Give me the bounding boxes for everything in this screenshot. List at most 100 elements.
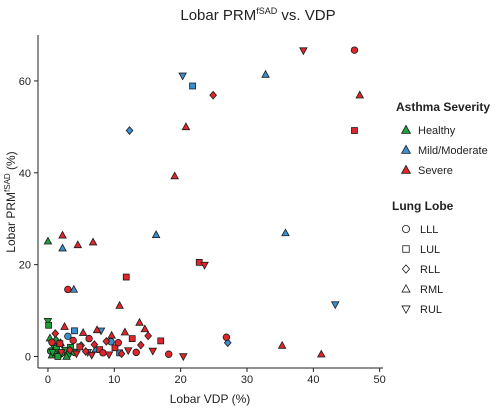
- y-ticks: 0 20 40 60: [19, 76, 38, 364]
- legend-severity-label: Healthy: [418, 125, 456, 137]
- data-point: [165, 350, 173, 358]
- data-point: [81, 347, 90, 356]
- x-tick-label: 10: [108, 374, 120, 386]
- data-point: [78, 328, 88, 336]
- data-point: [117, 349, 126, 359]
- data-point: [48, 349, 57, 358]
- x-tick-label: 20: [175, 374, 187, 386]
- legend-severity-key: [400, 164, 412, 174]
- data-point: [88, 237, 98, 246]
- data-point: [355, 90, 365, 99]
- data-point: [60, 322, 69, 330]
- data-point: [261, 69, 270, 78]
- data-point: [62, 351, 71, 360]
- legend-lobe-label: LUL: [420, 244, 440, 256]
- data-point: [128, 335, 136, 342]
- data-point: [102, 336, 111, 346]
- legend-severity-label: Mild/Moderate: [418, 145, 488, 157]
- data-point: [132, 348, 140, 357]
- plot-area: [43, 46, 365, 362]
- data-point: [351, 127, 358, 134]
- data-point: [115, 300, 124, 309]
- data-point: [73, 240, 83, 249]
- chart-title-superscript: fSAD: [256, 6, 278, 16]
- data-point: [54, 353, 62, 360]
- legend-severity-label: Severe: [418, 165, 453, 177]
- data-point: [181, 122, 191, 131]
- data-point: [90, 340, 99, 349]
- data-point: [64, 332, 72, 341]
- x-tick-label: 30: [241, 374, 253, 386]
- data-point: [56, 349, 66, 358]
- data-point: [135, 317, 144, 326]
- data-point: [122, 273, 130, 281]
- data-point: [148, 347, 158, 356]
- data-point: [58, 243, 67, 252]
- data-point: [56, 340, 64, 348]
- legend-lobe-key: [401, 264, 411, 274]
- data-point: [64, 285, 72, 294]
- x-axis-label: Lobar VDP (%): [170, 392, 250, 406]
- data-point: [144, 331, 152, 341]
- data-point: [87, 351, 97, 360]
- data-point: [170, 171, 179, 180]
- data-point: [120, 327, 130, 336]
- y-tick-label: 60: [19, 76, 31, 88]
- data-point: [72, 350, 81, 359]
- data-point: [99, 349, 107, 357]
- data-point: [125, 126, 134, 135]
- legend-lobe-key: [401, 284, 411, 293]
- legend-lobe-title: Lung Lobe: [392, 199, 454, 213]
- data-point: [104, 351, 114, 360]
- data-point: [137, 340, 145, 350]
- legend-lobe-label: LLL: [420, 224, 438, 236]
- legend-lobe-label: RUL: [420, 304, 442, 316]
- data-point: [85, 334, 93, 343]
- legend-lobe-key: [401, 305, 411, 314]
- data-point: [316, 349, 326, 358]
- data-point: [52, 335, 60, 345]
- data-point: [330, 301, 340, 310]
- axes: [37, 35, 383, 369]
- legend-lobe-key: [402, 245, 410, 253]
- data-point: [69, 336, 77, 345]
- data-point: [189, 82, 196, 90]
- legend-severity-title: Asthma Severity: [396, 100, 490, 114]
- data-point: [277, 340, 287, 349]
- x-ticks: 0 10 20 30 40 50: [45, 368, 386, 386]
- data-point: [114, 339, 122, 347]
- data-point: [76, 343, 84, 351]
- data-point: [107, 330, 116, 339]
- data-point: [157, 337, 165, 345]
- data-point: [69, 284, 79, 293]
- data-point: [281, 228, 290, 237]
- legend-lung-lobe: Lung Lobe LLL LUL RLL RML RUL: [392, 199, 454, 316]
- data-point: [350, 46, 359, 54]
- chart-title: Lobar PRMfSAD vs. VDP: [180, 6, 335, 24]
- legend-lobe-label: RML: [420, 284, 443, 296]
- y-tick-label: 20: [19, 260, 31, 272]
- data-point: [45, 321, 52, 329]
- data-point: [92, 325, 102, 334]
- data-point: [209, 90, 217, 100]
- data-point: [299, 47, 308, 56]
- data-point: [178, 353, 188, 362]
- legend-severity-key: [400, 144, 412, 154]
- x-tick-label: 40: [307, 374, 319, 386]
- data-point: [66, 345, 74, 355]
- data-point: [123, 347, 133, 356]
- data-point: [43, 317, 53, 326]
- y-tick-label: 40: [19, 168, 31, 180]
- data-point: [48, 338, 56, 346]
- x-tick-label: 0: [45, 374, 51, 386]
- legend-asthma-severity: Asthma Severity Healthy Mild/Moderate Seve…: [396, 100, 490, 177]
- data-point: [111, 344, 119, 352]
- legend-lobe-key: [401, 224, 410, 233]
- data-point: [222, 333, 231, 341]
- data-point: [71, 327, 78, 335]
- data-point: [223, 338, 232, 348]
- data-point: [151, 230, 161, 239]
- legend-lobe-label: RLL: [420, 264, 440, 276]
- y-tick-label: 0: [25, 352, 31, 364]
